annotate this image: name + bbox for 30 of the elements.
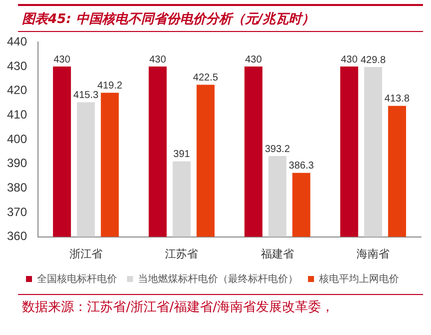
y-tick-label: 430 [6, 58, 28, 73]
data-label: 393.2 [264, 144, 290, 155]
y-tick-label: 420 [6, 83, 28, 98]
x-tick-label: 海南省 [356, 247, 390, 260]
legend-label: 全国核电标杆电价 [37, 272, 117, 285]
y-tick-label: 410 [6, 107, 28, 122]
y-tick-label: 360 [6, 229, 28, 244]
y-tick-label: 440 [6, 34, 28, 49]
data-label: 422.5 [193, 72, 219, 84]
data-label: 430 [245, 54, 262, 66]
legend-label: 当地燃煤标杆电价（最终标杆电价） [138, 272, 298, 285]
x-tick-label: 福建省 [260, 247, 294, 260]
data-label: 415.3 [73, 90, 99, 102]
y-tick-label: 390 [6, 156, 28, 170]
x-tick-label: 江苏省 [165, 247, 198, 260]
data-label: 413.8 [384, 94, 410, 105]
data-label: 386.3 [288, 160, 314, 172]
data-label: 430 [149, 54, 166, 66]
data-label: 419.2 [97, 80, 123, 92]
source-note: 数据来源：江苏省/浙江省/福建省/海南省发展改革委， [18, 294, 423, 319]
data-label: 430 [54, 54, 71, 66]
y-tick-label: 370 [6, 204, 28, 219]
data-label: 391 [173, 149, 190, 160]
data-label: 429.8 [360, 54, 386, 66]
legend-label: 核电平均上网电价 [318, 272, 399, 285]
chart-title: 图表45: 中国核电不同省份电价分析（元/兆瓦时） [18, 4, 423, 32]
data-label: 430 [340, 54, 358, 66]
y-tick-label: 380 [6, 180, 28, 194]
y-tick-label: 400 [6, 132, 28, 146]
x-tick-label: 浙江省 [69, 247, 102, 260]
